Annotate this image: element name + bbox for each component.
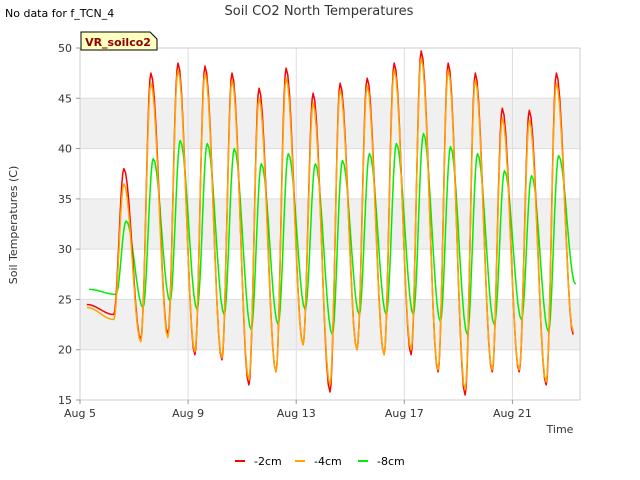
x-axis-ticks: Aug 5 Aug 9 Aug 13 Aug 17 Aug 21 — [64, 400, 532, 420]
y-tick-label: 15 — [58, 394, 72, 407]
x-axis-label: Time — [546, 423, 574, 436]
x-tick-label: Aug 5 — [64, 407, 96, 420]
y-tick-label: 20 — [58, 344, 72, 357]
x-tick-label: Aug 13 — [277, 407, 316, 420]
band — [80, 98, 580, 149]
band — [80, 198, 580, 250]
series-lines — [86, 50, 577, 396]
site-label-background — [80, 31, 158, 51]
y-tick-label: 50 — [58, 42, 72, 55]
y-axis-ticks: 15 20 25 30 35 40 45 50 — [58, 42, 80, 407]
legend-label: -8cm — [377, 455, 405, 468]
y-tick-label: 35 — [58, 193, 72, 206]
plot-frame — [79, 47, 581, 401]
legend: -2cm -4cm -8cm — [235, 455, 405, 468]
x-tick-label: Aug 9 — [172, 407, 204, 420]
x-tick-label: Aug 17 — [385, 407, 424, 420]
chart-title: Soil CO2 North Temperatures — [225, 4, 414, 19]
no-data-notice: No data for f_TCN_4 — [5, 7, 115, 20]
series-line--4cm — [86, 57, 574, 391]
y-axis-label: Soil Temperatures (C) — [7, 166, 20, 285]
y-tick-label: 25 — [58, 293, 72, 306]
site-label: VR_soilco2 — [85, 36, 151, 49]
y-tick-label: 30 — [58, 243, 72, 256]
y-tick-label: 45 — [58, 92, 72, 105]
legend-label: -2cm — [254, 455, 282, 468]
site-label-box: VR_soilco2 — [80, 31, 158, 51]
x-tick-label: Aug 21 — [493, 407, 532, 420]
y-tick-label: 40 — [58, 143, 72, 156]
legend-label: -4cm — [314, 455, 342, 468]
